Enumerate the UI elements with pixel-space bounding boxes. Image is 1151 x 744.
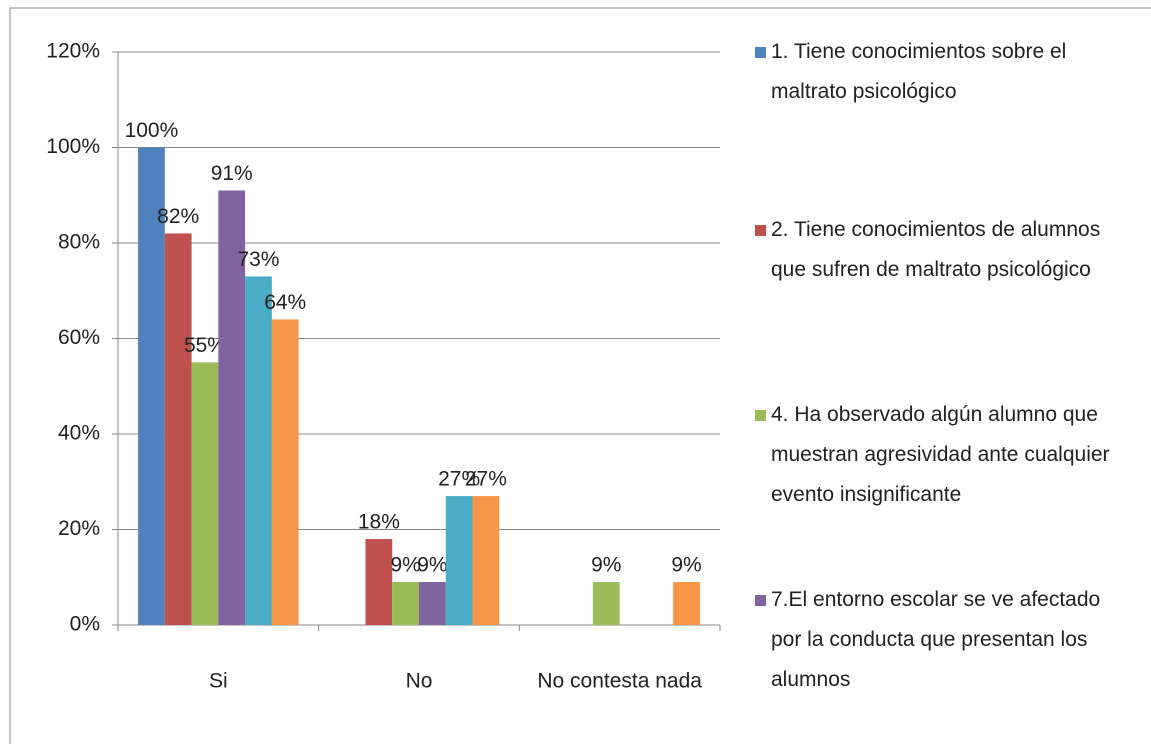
bar [592, 582, 620, 625]
data-label: 18% [358, 511, 400, 534]
y-tick-label: 100% [46, 135, 100, 158]
bar [392, 582, 419, 625]
legend-swatch [755, 225, 766, 236]
data-label: 9% [671, 554, 701, 577]
bar [419, 582, 446, 625]
data-label: 73% [237, 248, 279, 271]
data-label: 64% [264, 291, 306, 314]
legend-label: 7.El entorno escolar se ve afectado por … [771, 588, 1101, 691]
bar [365, 539, 393, 625]
y-tick-label: 20% [58, 517, 100, 540]
x-tick-label: No [406, 670, 433, 693]
x-tick-label: Si [209, 670, 228, 693]
bar [271, 319, 299, 625]
data-label: 9% [591, 554, 621, 577]
legend-label: 4. Ha observado algún alumno que muestra… [771, 403, 1110, 506]
legend-label: 1. Tiene conocimientos sobre el maltrato… [771, 40, 1067, 103]
legend-entry: 4. Ha observado algún alumno que muestra… [755, 395, 1125, 515]
legend-label: 2. Tiene conocimientos de alumnos que su… [771, 218, 1101, 281]
legend-swatch [755, 47, 766, 58]
bar [245, 276, 272, 625]
bar [673, 582, 700, 625]
data-label: 27% [438, 468, 480, 491]
data-label: 100% [125, 119, 179, 142]
data-label: 9% [417, 554, 447, 577]
legend-swatch [755, 410, 766, 421]
legend-entry: 2. Tiene conocimientos de alumnos que su… [755, 210, 1125, 290]
legend-swatch [755, 595, 766, 606]
bar [472, 496, 500, 625]
legend-entry: 7.El entorno escolar se ve afectado por … [755, 580, 1125, 700]
bar [218, 190, 246, 625]
y-tick-label: 120% [46, 40, 100, 63]
y-tick-label: 60% [58, 326, 100, 349]
frame [9, 7, 1151, 744]
data-label: 9% [390, 554, 420, 577]
x-tick-label: No contesta nada [537, 670, 702, 693]
data-label: 27% [465, 468, 507, 491]
data-label: 91% [211, 162, 253, 185]
y-tick-label: 0% [70, 613, 100, 636]
y-tick-label: 80% [58, 231, 100, 254]
data-label: 82% [157, 205, 199, 228]
bar [138, 147, 165, 625]
legend-entry: 1. Tiene conocimientos sobre el maltrato… [755, 32, 1125, 112]
bar [164, 233, 192, 625]
y-tick-label: 40% [58, 422, 100, 445]
data-label: 55% [184, 334, 226, 357]
bar [191, 362, 219, 625]
bar [445, 496, 473, 625]
